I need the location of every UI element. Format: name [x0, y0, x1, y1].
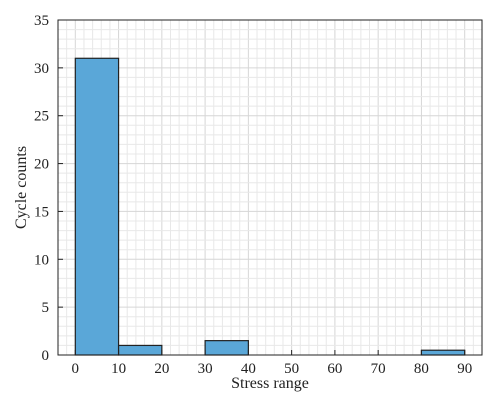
- x-axis-label: Stress range: [231, 375, 309, 392]
- y-tick-label: 20: [34, 157, 49, 173]
- bars-group: [74, 57, 466, 356]
- x-tick-label: 90: [457, 361, 472, 377]
- y-tick-label: 30: [34, 61, 49, 77]
- y-tick-label: 0: [42, 348, 50, 364]
- histogram-bar: [117, 344, 163, 356]
- histogram-bar: [420, 349, 466, 356]
- x-axis-ticks: 0 10 20 30 40 50 60 70 80 90: [72, 350, 472, 377]
- x-tick-label: 10: [111, 361, 126, 377]
- x-tick-label: 50: [284, 361, 299, 377]
- y-tick-label: 10: [34, 252, 49, 268]
- histogram-bar: [74, 57, 120, 356]
- x-tick-label: 70: [371, 361, 386, 377]
- x-tick-label: 20: [154, 361, 169, 377]
- y-tick-label: 35: [34, 13, 49, 29]
- y-tick-label: 5: [42, 300, 50, 316]
- grid-lines: [58, 20, 482, 355]
- y-tick-label: 25: [34, 109, 49, 125]
- y-axis-label: Cycle counts: [13, 146, 30, 229]
- x-tick-label: 40: [241, 361, 256, 377]
- y-tick-label: 15: [34, 204, 49, 220]
- x-tick-label: 80: [414, 361, 429, 377]
- histogram-bar: [204, 340, 249, 356]
- plot-frame: [57, 19, 483, 356]
- x-tick-label: 0: [72, 361, 80, 377]
- x-tick-label: 60: [327, 361, 342, 377]
- x-tick-label: 30: [198, 361, 213, 377]
- y-axis-ticks: 0 5 10 15 20 25 30 35: [34, 13, 63, 364]
